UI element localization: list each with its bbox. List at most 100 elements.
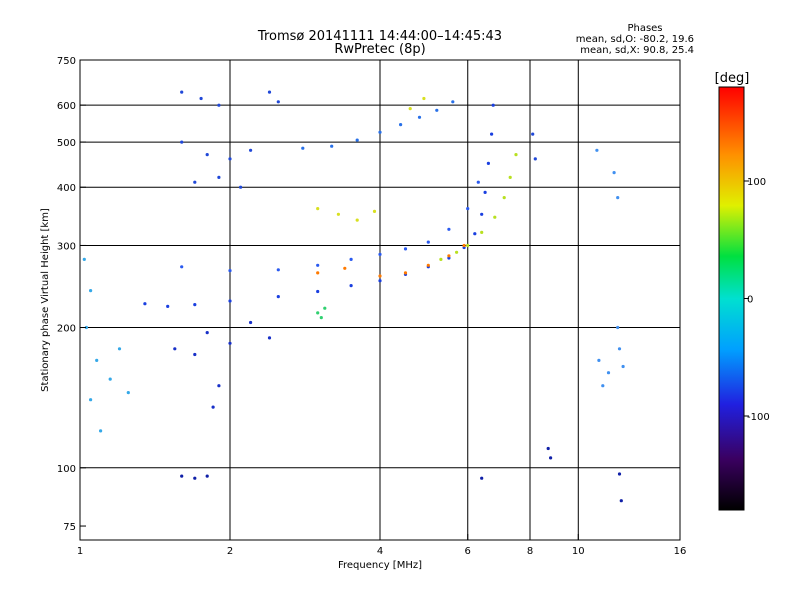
y-tick-label: 750 [57,56,76,67]
data-point [533,157,537,161]
y-tick-label: 500 [57,138,76,149]
data-point [217,103,221,107]
data-point [99,429,103,433]
data-point [447,227,451,231]
data-point [617,347,622,351]
data-point [493,215,497,219]
data-point [435,108,439,112]
data-point [490,132,494,136]
data-point [95,358,99,362]
stats-heading: Phases [627,23,662,34]
data-point [173,347,177,351]
data-point [612,171,616,175]
y-tick-label: 400 [57,183,76,194]
data-point [417,115,422,119]
data-point [355,218,359,222]
data-point [323,306,327,310]
data-point [480,230,484,234]
y-tick-label: 200 [57,324,76,335]
data-point [549,456,553,460]
data-point [343,266,347,270]
data-point [617,472,622,476]
data-point [89,398,93,402]
data-point [480,212,484,216]
data-point [621,364,625,369]
colorbar-label: [deg] [715,71,750,86]
data-point [426,263,430,267]
colorbar-tick-label: -100 [747,412,770,423]
data-point [193,303,197,307]
data-point [606,371,611,375]
data-point [349,284,353,288]
chart-title: Tromsø 20141111 14:44:00–14:45:43 [257,29,502,44]
data-point [316,289,320,294]
x-axis-ticks: 1 2 4 6 8 10 16 [77,534,687,557]
data-point [211,405,215,409]
data-point [84,325,88,330]
data-point [205,331,209,335]
data-point [422,96,426,101]
x-tick-label: 10 [572,546,585,557]
data-point [403,271,408,275]
data-point [228,299,232,303]
data-point [378,130,382,134]
data-point [217,384,221,388]
data-point [180,474,184,478]
data-point [267,336,272,340]
data-point [276,100,280,104]
data-point [267,90,272,94]
x-tick-label: 8 [527,546,533,557]
data-point [180,140,184,144]
data-point [508,175,512,179]
data-point [466,243,470,248]
data-point [447,256,451,260]
data-point [616,325,620,330]
stats-line-x: mean, sd,X: 90.8, 25.4 [580,45,694,56]
x-axis-label: Frequency [MHz] [338,560,422,571]
y-axis-ticks: 75 100 200 300 400 500 600 750 [57,56,86,533]
data-point [228,341,232,345]
data-point [89,289,93,293]
y-tick-label: 75 [63,522,76,533]
x-tick-label: 1 [77,546,83,557]
data-point [531,132,535,136]
data-point [180,90,184,94]
data-point [595,148,599,152]
data-point [319,316,323,320]
x-tick-label: 16 [674,546,687,557]
data-point [193,476,197,480]
data-point [378,274,382,278]
data-point [205,474,209,478]
data-point [166,304,170,308]
data-point [239,185,243,189]
data-point [108,377,112,381]
x-tick-label: 2 [227,546,233,557]
data-point [462,243,466,248]
data-point [597,358,601,362]
colorbar: [deg] 100 0 -100 [715,71,770,511]
y-tick-label: 300 [57,241,76,252]
data-point [502,196,506,200]
plot-area: 1 2 4 6 8 10 16 75 100 200 300 400 500 600 750 [57,56,686,557]
data-point [249,148,253,152]
colorbar-tick-label: 0 [747,295,753,306]
data-point [217,175,221,179]
data-point [336,212,340,216]
data-point [616,196,620,200]
data-point [601,384,605,388]
data-point [408,107,412,111]
data-point [447,254,451,258]
data-point [355,138,359,142]
chart-subtitle: RwPretec (8p) [334,42,425,57]
data-point [451,100,455,104]
data-point [249,320,253,325]
y-tick-label: 100 [57,464,76,475]
data-point [228,269,232,273]
x-tick-label: 4 [377,546,383,557]
x-tick-label: 6 [465,546,471,557]
data-point [378,252,382,256]
data-point [316,271,320,275]
data-point [480,476,484,480]
data-point [514,153,518,157]
